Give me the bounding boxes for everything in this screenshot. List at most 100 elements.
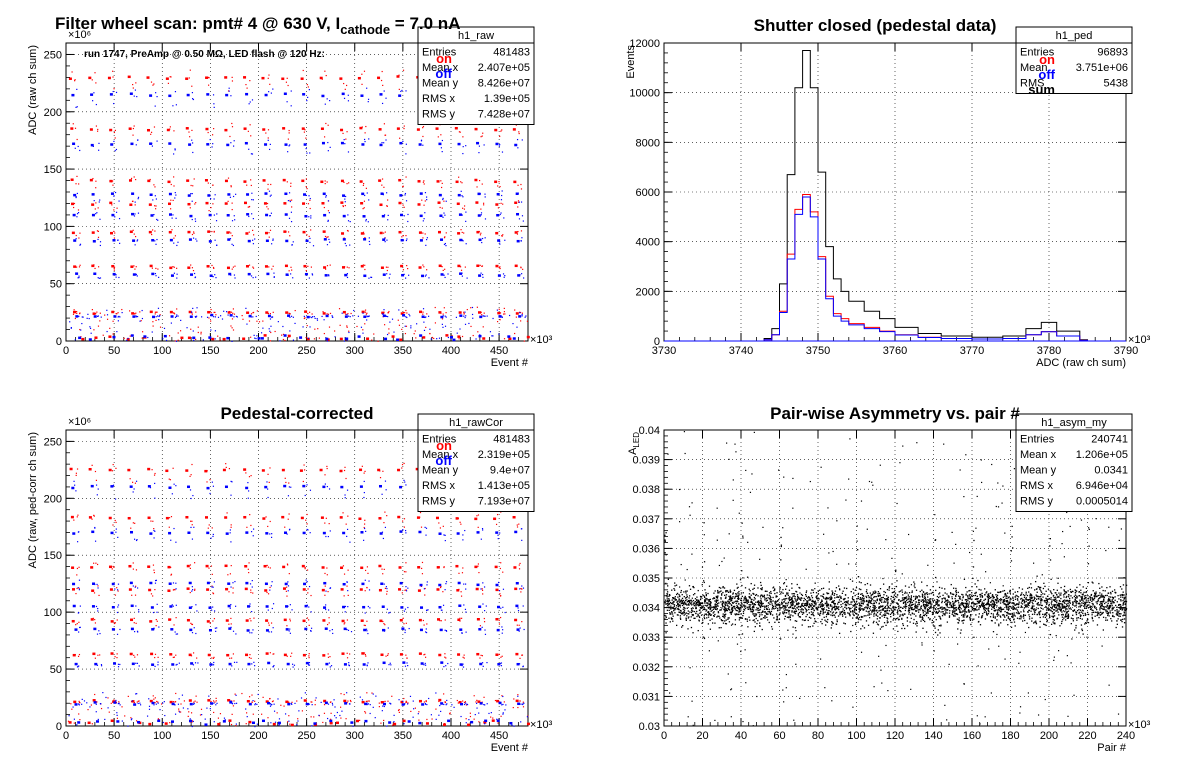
data-point-on	[97, 266, 100, 268]
data-point-on	[258, 321, 261, 323]
data-point-off	[390, 703, 392, 705]
data-point-on	[438, 698, 442, 702]
data-point-on	[323, 332, 325, 335]
data-point	[747, 608, 750, 610]
data-point-off	[387, 214, 389, 217]
data-point-off	[192, 589, 194, 591]
y-tick-label: 100	[44, 221, 62, 233]
data-point-off	[117, 606, 119, 608]
data-point-off	[403, 703, 405, 706]
data-point-off	[458, 604, 462, 607]
data-point-off	[213, 106, 215, 108]
data-point-off	[191, 98, 194, 100]
data-point-on	[169, 126, 171, 128]
data-point-on	[188, 653, 192, 657]
data-point-off	[248, 702, 252, 706]
data-point-on	[348, 182, 350, 184]
data-point	[854, 611, 856, 613]
data-point-off	[359, 696, 361, 698]
data-point-on	[324, 235, 327, 238]
data-point	[1060, 597, 1062, 600]
data-point-off	[462, 539, 464, 541]
y-tick-label: 0.036	[632, 543, 660, 555]
data-point	[1054, 622, 1056, 624]
data-point-on	[230, 623, 232, 625]
data-point-on	[362, 329, 364, 331]
y-tick-label: 0.033	[632, 632, 660, 644]
data-point-on	[91, 309, 93, 311]
data-point-on	[284, 526, 286, 528]
data-point-on	[225, 463, 227, 465]
data-point-off	[339, 714, 341, 717]
data-point	[1006, 599, 1009, 602]
data-point-off	[514, 143, 518, 147]
data-point	[867, 614, 869, 616]
data-point-on	[228, 310, 231, 313]
data-point	[1020, 594, 1022, 597]
data-point-off	[129, 581, 133, 585]
data-point-on	[304, 129, 306, 131]
data-point-on	[177, 339, 179, 341]
data-point	[1031, 620, 1033, 622]
data-point-off	[91, 213, 95, 217]
data-point-off	[71, 486, 75, 490]
data-point-off	[424, 275, 427, 277]
data-point-off	[193, 627, 195, 629]
data-point	[691, 614, 694, 616]
data-point-on	[71, 566, 75, 569]
data-point-on	[393, 722, 397, 726]
data-point-off	[115, 528, 117, 530]
x-axis-label: Event #	[491, 742, 529, 754]
data-point-off	[132, 491, 134, 493]
data-point-on	[366, 620, 368, 622]
x-tick-label: 100	[153, 730, 171, 742]
data-point	[1048, 608, 1050, 610]
data-point	[668, 609, 670, 612]
data-point-off	[136, 630, 139, 632]
y-multiplier: ×10⁶	[68, 29, 91, 41]
data-point-on	[306, 569, 309, 571]
data-point	[1041, 604, 1043, 607]
data-point-off	[115, 91, 118, 94]
data-point-on	[304, 317, 306, 319]
data-point-off	[76, 724, 78, 726]
data-point	[731, 623, 734, 625]
data-point-on	[271, 268, 273, 270]
data-point-off	[443, 212, 445, 214]
data-point-on	[476, 515, 478, 517]
data-point-off	[499, 144, 501, 146]
data-point-off	[79, 243, 82, 245]
data-point-on	[399, 618, 403, 622]
data-point-off	[192, 703, 195, 705]
data-point-off	[296, 724, 298, 726]
data-point	[726, 604, 729, 606]
data-point-off	[93, 315, 97, 318]
data-point-on	[156, 700, 158, 703]
data-point	[682, 599, 685, 602]
data-point-off	[213, 214, 215, 216]
data-point-off	[95, 213, 97, 215]
data-point-on	[371, 692, 373, 694]
data-point	[1054, 623, 1056, 625]
data-point-on	[379, 470, 381, 472]
data-point-on	[310, 701, 312, 703]
data-point-on	[437, 230, 441, 234]
data-point-off	[168, 192, 172, 196]
data-point-off	[265, 213, 269, 217]
data-point	[804, 607, 806, 609]
data-point-on	[472, 334, 474, 337]
data-point-off	[423, 664, 425, 666]
data-point-off	[272, 627, 274, 629]
data-point	[667, 604, 669, 607]
data-point-on	[192, 185, 194, 187]
data-point-on	[93, 562, 95, 564]
data-point-off	[465, 145, 467, 147]
data-point-on	[208, 209, 210, 212]
data-point-on	[460, 181, 462, 183]
data-point-on	[73, 202, 76, 205]
data-point-off	[521, 314, 523, 316]
data-point-on	[418, 699, 422, 703]
data-point-on	[195, 202, 197, 204]
data-point-off	[405, 277, 407, 279]
data-point-off	[117, 589, 119, 591]
